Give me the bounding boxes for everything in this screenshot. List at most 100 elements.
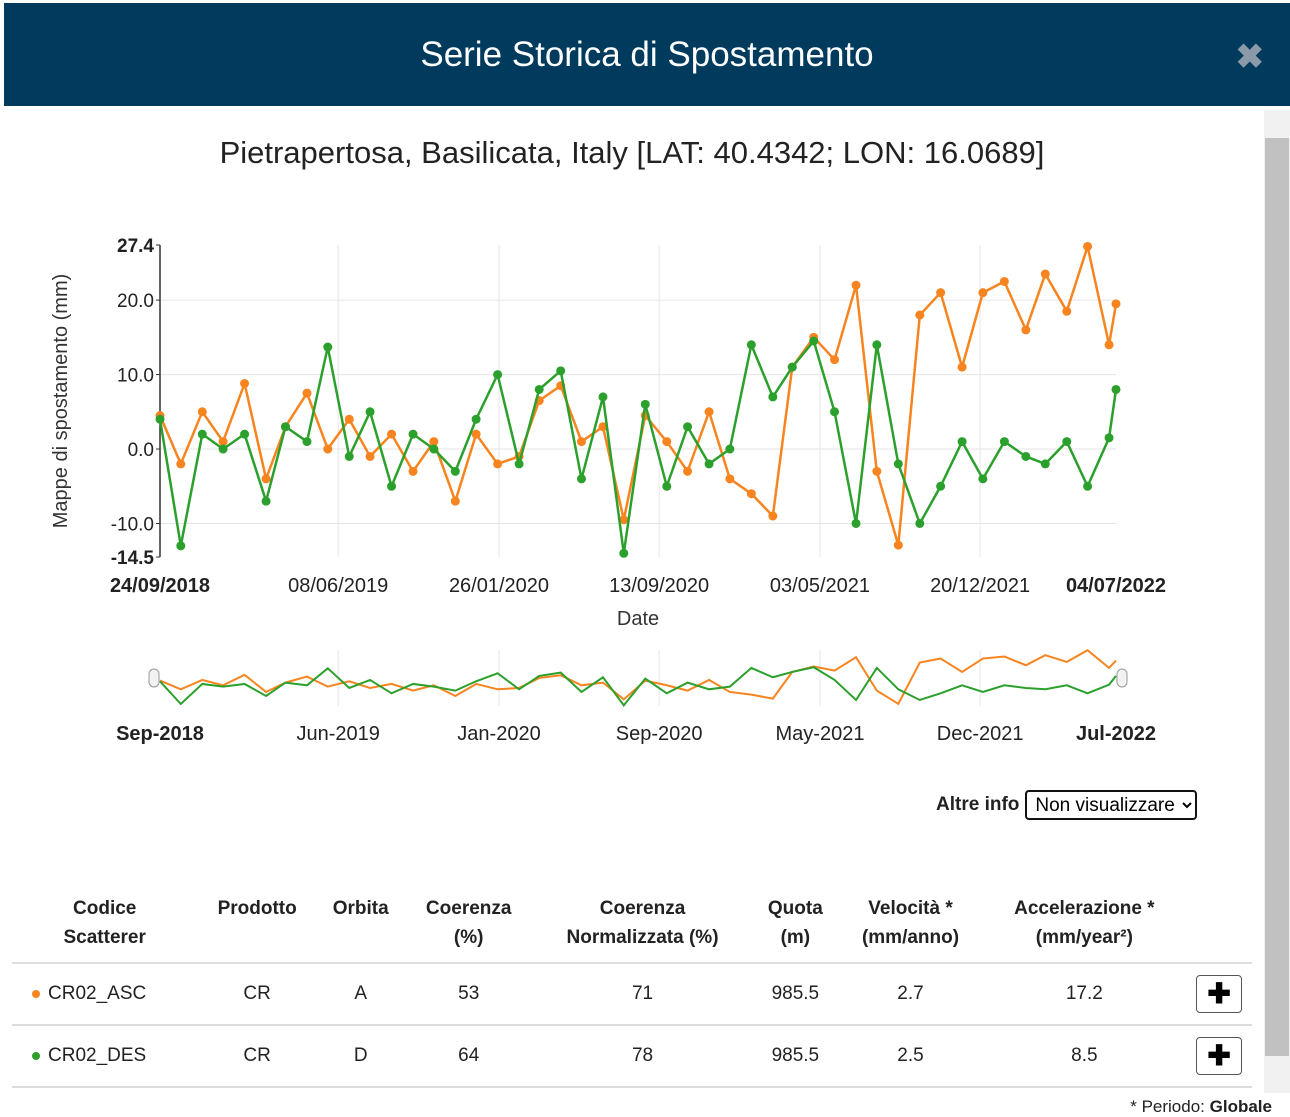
close-button[interactable]: ✖ (1235, 38, 1265, 76)
data-point (493, 459, 503, 469)
y-tick-label: -14.5 (111, 548, 155, 569)
scrollbar[interactable] (1264, 110, 1290, 1093)
info-select[interactable]: Non visualizzare (1025, 790, 1198, 820)
series-line (158, 338, 1118, 554)
column-header: Codice Scatterer (12, 890, 197, 963)
data-point (323, 444, 333, 454)
data-point (344, 414, 354, 424)
x-tick-label: 20/12/2021 (930, 575, 1030, 597)
data-point (1021, 451, 1031, 461)
table-row: CR02_ASC CR A 53 71 985.5 2.7 17.2 ✚ (12, 962, 1252, 1025)
table-cell: 71 (532, 962, 753, 1025)
table-cell: 78 (532, 1024, 753, 1088)
data-point (915, 518, 925, 528)
header-text: (mm/anno) (861, 927, 960, 948)
data-point (387, 429, 397, 439)
expand-button[interactable]: ✚ (1196, 975, 1243, 1013)
data-point (640, 399, 650, 409)
data-point (683, 466, 693, 476)
data-point (893, 459, 903, 469)
data-point (1104, 433, 1114, 443)
table-cell: 2.5 (838, 1024, 983, 1088)
data-point (1083, 481, 1093, 491)
cell-text: 78 (631, 1045, 654, 1066)
data-point (323, 342, 333, 352)
y-tick-label: 0.0 (128, 440, 154, 461)
data-point (725, 474, 735, 484)
table-cell: ✚ (1186, 1024, 1252, 1088)
data-point (872, 340, 882, 350)
data-point (704, 459, 714, 469)
column-header: Coerenza (%) (405, 890, 533, 963)
expand-button[interactable]: ✚ (1196, 1037, 1243, 1075)
data-point (261, 496, 271, 506)
header-text: Quota (767, 898, 823, 919)
table-cell: D (316, 1024, 405, 1088)
table-cell: CR02_ASC (12, 962, 198, 1025)
data-point (746, 340, 756, 350)
data-point (999, 276, 1009, 286)
header-text: Scatterer (63, 927, 146, 948)
cell-text: CR02_DES (48, 1045, 147, 1066)
data-point (429, 437, 439, 447)
cell-text: 71 (631, 983, 654, 1004)
y-tick-label: 20.0 (117, 291, 154, 312)
data-point (1111, 299, 1121, 309)
modal-header: Serie Storica di Spostamento ✖ (4, 3, 1290, 106)
data-point (1021, 325, 1031, 335)
data-point (514, 459, 524, 469)
data-point (450, 496, 460, 506)
data-point (1062, 437, 1072, 447)
data-point (893, 540, 903, 550)
data-point (872, 466, 882, 476)
header-text: Orbita (332, 898, 389, 919)
scroll-thumb[interactable] (1265, 138, 1289, 1056)
table-cell: CR (197, 1024, 317, 1088)
x-tick-label: 08/06/2019 (288, 575, 388, 597)
data-point (957, 437, 967, 447)
cell-text: 985.5 (771, 983, 820, 1004)
header-text: (%) (453, 927, 484, 948)
data-point (280, 422, 290, 432)
data-point (240, 379, 250, 389)
table-cell: 985.5 (752, 1024, 839, 1088)
data-point (704, 407, 714, 417)
cell-text: 17.2 (1065, 983, 1103, 1004)
column-header: Prodotto (197, 890, 317, 963)
x-tick-label: 26/01/2020 (449, 575, 549, 597)
data-point (556, 366, 566, 376)
data-point (1040, 269, 1050, 279)
data-point (197, 407, 207, 417)
data-point (683, 422, 693, 432)
data-point (176, 459, 186, 469)
cell-text: CR (243, 1045, 271, 1066)
data-point (429, 444, 439, 454)
data-point (302, 388, 312, 398)
cell-text: CR (243, 983, 271, 1004)
table-cell: 64 (404, 1024, 533, 1088)
data-point (387, 481, 397, 491)
data-point (176, 541, 186, 551)
table-cell: ✚ (1186, 962, 1252, 1025)
data-point (851, 280, 861, 290)
data-point (1111, 384, 1121, 394)
data-point (957, 362, 967, 372)
x-tick-label: 03/05/2021 (770, 575, 870, 597)
data-point (471, 429, 481, 439)
data-point (240, 429, 250, 439)
y-tick-label: -10.0 (111, 514, 154, 535)
data-point (619, 515, 629, 525)
navigator-tick-label: Jan-2020 (457, 723, 540, 745)
cell-text: 985.5 (771, 1045, 820, 1066)
data-point (999, 437, 1009, 447)
table-cell: 985.5 (752, 962, 839, 1025)
table-cell: 53 (404, 962, 533, 1025)
data-point (408, 466, 418, 476)
data-point (978, 288, 988, 298)
header-text: Normalizzata (%) (566, 927, 719, 948)
header-text: Codice (73, 898, 137, 919)
column-header: Velocità * (mm/anno) (838, 890, 982, 963)
column-header: Coerenza Normalizzata (%) (533, 890, 752, 963)
x-tick-label: 24/09/2018 (110, 575, 210, 597)
